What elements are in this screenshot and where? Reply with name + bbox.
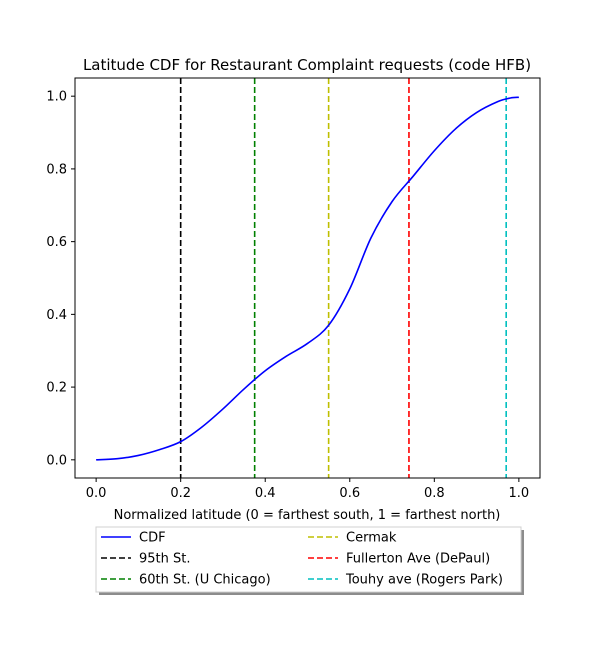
y-tick-label-4: 0.8 bbox=[46, 162, 67, 177]
axes: 0.0 0.2 0.4 0.6 0.8 1.0 0.0 0.2 0.4 0.6 0.8 1.0 bbox=[46, 77, 541, 501]
x-tick-label-4: 0.8 bbox=[424, 486, 445, 501]
x-tick-label-3: 0.6 bbox=[339, 486, 360, 501]
legend-label-3: Cermak bbox=[346, 531, 397, 546]
legend-label-5: Touhy ave (Rogers Park) bbox=[345, 573, 503, 588]
y-tick-label-5: 1.0 bbox=[46, 90, 67, 105]
x-axis-label: Normalized latitude (0 = farthest south,… bbox=[114, 508, 501, 523]
y-tick-label-0: 0.0 bbox=[46, 453, 67, 468]
y-tick-label-2: 0.4 bbox=[46, 308, 67, 323]
y-tick-label-1: 0.2 bbox=[46, 381, 67, 396]
series-line-0 bbox=[96, 96, 519, 461]
legend-label-2: 60th St. (U Chicago) bbox=[139, 573, 271, 588]
plot-area bbox=[96, 78, 519, 478]
axes-frame bbox=[74, 77, 541, 479]
x-tick-label-5: 1.0 bbox=[509, 486, 530, 501]
y-tick-label-3: 0.6 bbox=[46, 235, 67, 250]
legend-label-1: 95th St. bbox=[139, 552, 191, 567]
legend-label-0: CDF bbox=[139, 531, 166, 546]
legend-label-4: Fullerton Ave (DePaul) bbox=[346, 552, 490, 567]
legend: CDF 95th St. 60th St. (U Chicago) Cermak Ful… bbox=[95, 526, 524, 595]
x-tick-label-0: 0.0 bbox=[86, 486, 107, 501]
x-tick-label-1: 0.2 bbox=[170, 486, 191, 501]
legend-box bbox=[95, 526, 522, 593]
chart-title: Latitude CDF for Restaurant Complaint re… bbox=[83, 56, 531, 74]
x-tick-label-2: 0.4 bbox=[255, 486, 276, 501]
